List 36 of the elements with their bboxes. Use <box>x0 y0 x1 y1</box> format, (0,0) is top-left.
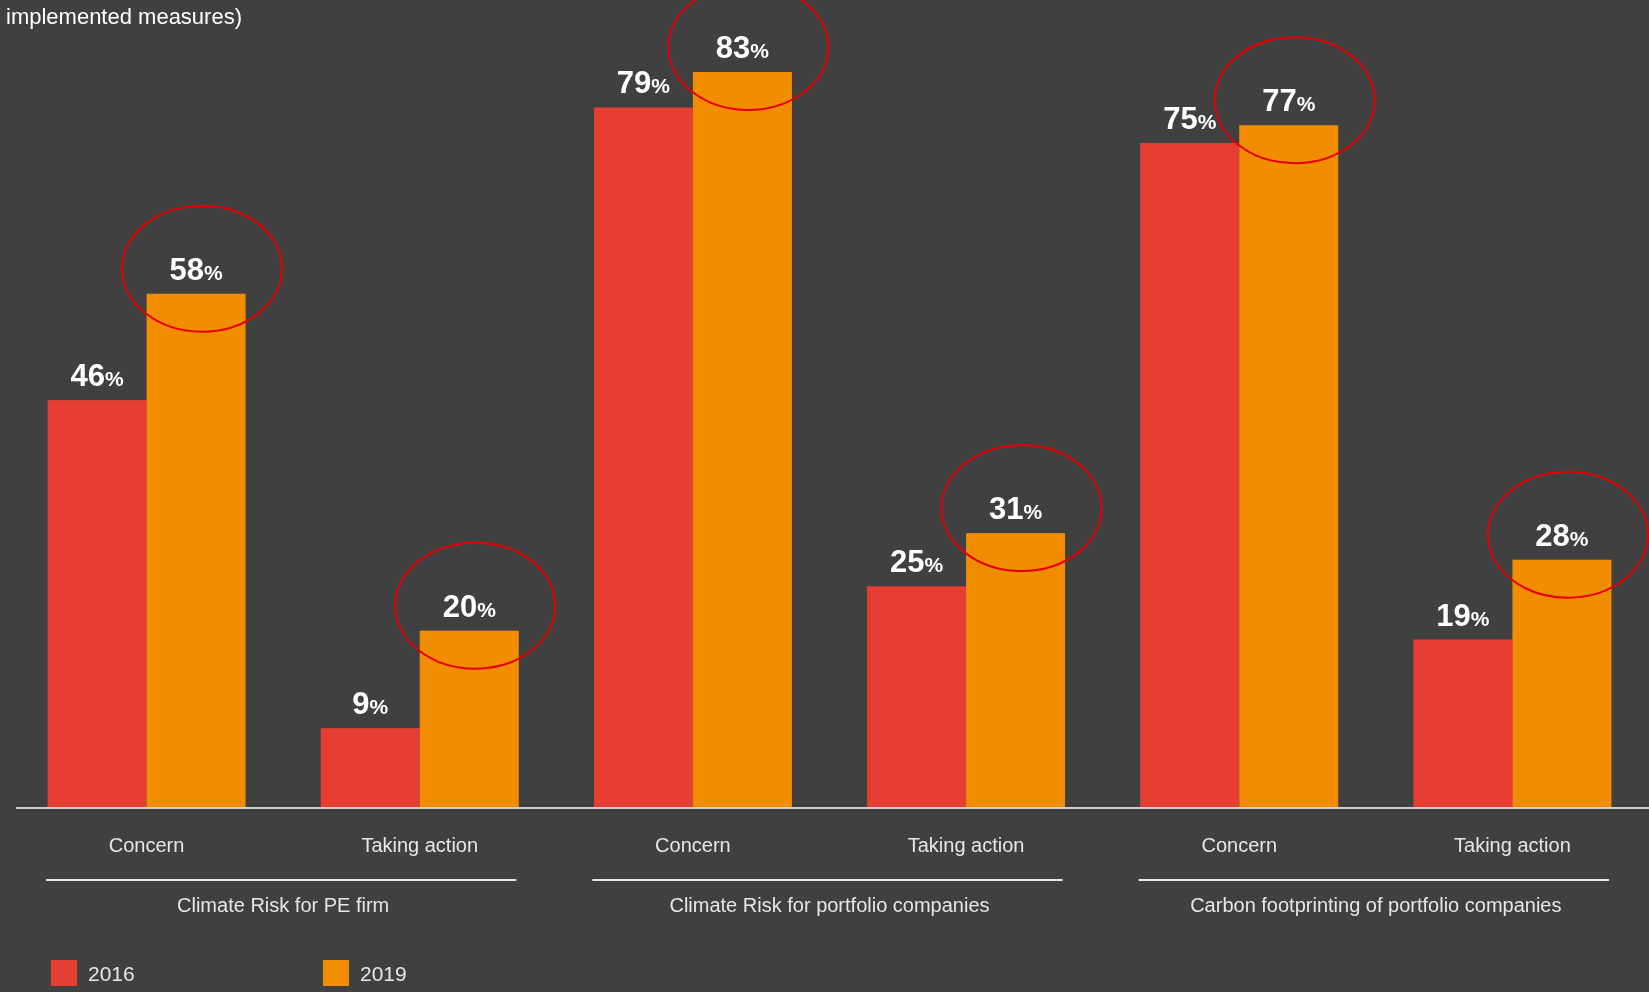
data-label: 19% <box>1436 597 1490 633</box>
bar <box>692 72 792 808</box>
data-label: 79% <box>616 65 671 101</box>
x-tick-label: Taking action <box>907 834 1025 856</box>
text: Climate Risk for portfolio companies <box>669 894 990 916</box>
text: Climate Risk for PE firm <box>177 894 390 916</box>
data-label: 25% <box>890 544 944 580</box>
x-tick-label: Taking action <box>361 834 479 856</box>
data-label: 9% <box>352 686 389 722</box>
chart-title: implemented measures) <box>6 4 242 29</box>
bar <box>419 630 519 808</box>
bar <box>47 400 147 808</box>
bar <box>1140 142 1240 808</box>
legend-label: 2019 <box>360 962 407 985</box>
bar <box>320 728 420 808</box>
x-tick-label: Concern <box>108 834 185 856</box>
data-label: 28% <box>1535 517 1589 553</box>
data-label: 77% <box>1262 83 1316 119</box>
text: Carbon footprinting of portfolio companies <box>1190 894 1562 916</box>
bar <box>593 107 693 808</box>
data-label: 20% <box>442 588 497 624</box>
bar <box>966 533 1066 808</box>
x-tick-label: Taking action <box>1454 834 1571 856</box>
data-label: 83% <box>715 30 770 65</box>
bar <box>146 293 246 808</box>
data-label: 58% <box>169 251 223 287</box>
bar <box>1239 125 1339 808</box>
x-tick-label: Concern <box>655 834 731 856</box>
bar <box>1413 639 1513 808</box>
data-label: 46% <box>70 358 124 394</box>
legend-label: 2016 <box>88 962 135 985</box>
bar <box>867 586 967 808</box>
data-label: 75% <box>1163 100 1217 136</box>
data-label: 31% <box>989 491 1043 527</box>
x-tick-label: Concern <box>1201 834 1278 856</box>
bar <box>1512 559 1612 808</box>
